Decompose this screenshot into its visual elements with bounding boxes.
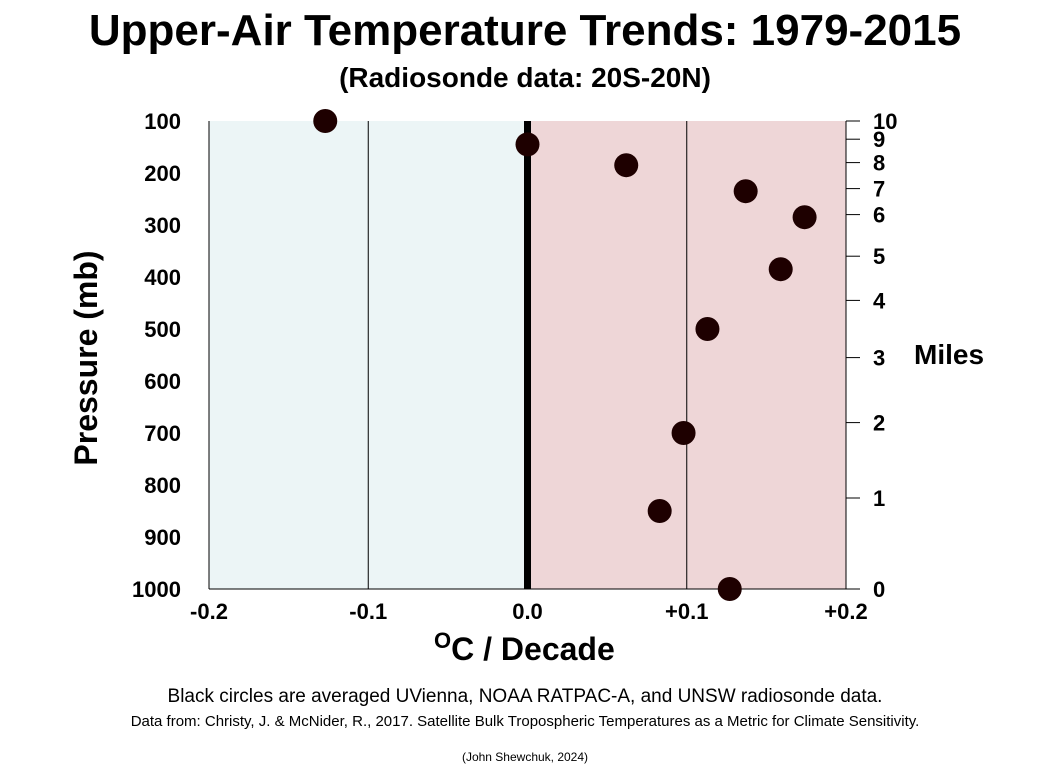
x-axis-label-superscript: O — [434, 628, 451, 653]
credit: (John Shewchuk, 2024) — [461, 750, 589, 764]
x-axis-label-main: C / Decade — [451, 631, 615, 667]
y2-tick-label: 8 — [873, 151, 885, 176]
chart-subtitle: (Radiosonde data: 20S-20N) — [339, 62, 711, 93]
y2-tick-label: 5 — [873, 244, 885, 269]
y-tick-label: 400 — [144, 265, 181, 290]
chart-canvas: -0.2 -0.1 0.0 +0.1 +0.2 10020030040050060070… — [68, 109, 984, 667]
y-tick-label: 600 — [144, 369, 181, 394]
y-tick-label: 200 — [144, 161, 181, 186]
data-point — [671, 421, 696, 445]
y-tick-label: 700 — [144, 421, 181, 446]
y-axis-label: Pressure (mb) — [68, 250, 104, 465]
data-point — [515, 132, 540, 157]
x-tick-label: +0.1 — [665, 599, 708, 624]
y-tick-label: 100 — [144, 109, 181, 134]
data-point — [768, 257, 793, 282]
x-tick-label: 0.0 — [512, 599, 543, 624]
data-point — [717, 577, 742, 601]
chart-title: Upper-Air Temperature Trends: 1979-2015 — [88, 6, 962, 55]
x-axis-label: OC / Decade — [434, 628, 615, 667]
data-point — [614, 153, 639, 178]
y-tick-label: 500 — [144, 317, 181, 342]
y2-tick-label: 4 — [873, 288, 886, 313]
data-point — [313, 109, 338, 133]
y-tick-label: 1000 — [132, 577, 181, 602]
data-point — [733, 179, 758, 204]
y2-tick-label: 6 — [873, 203, 885, 228]
y2-tick-label: 2 — [873, 411, 885, 436]
x-tick-label: -0.1 — [349, 599, 387, 624]
data-point — [792, 205, 817, 230]
y-tick-label: 900 — [144, 525, 181, 550]
y2-tick-label: 9 — [873, 127, 885, 152]
y2-tick-label: 0 — [873, 577, 885, 602]
y2-axis-label: Miles — [914, 339, 984, 370]
y2-tick-label: 10 — [873, 109, 897, 134]
x-tick-label: +0.2 — [824, 599, 867, 624]
data-point — [647, 499, 672, 523]
x-tick-label: -0.2 — [190, 599, 228, 624]
data-point — [695, 317, 720, 341]
footnote-method: Black circles are averaged UVienna, NOAA… — [167, 686, 883, 707]
y2-tick-label: 7 — [873, 177, 885, 202]
y2-tick-label: 1 — [873, 486, 885, 511]
y2-tick-label: 3 — [873, 346, 885, 371]
y-tick-label: 800 — [144, 473, 181, 498]
footnote-source: Data from: Christy, J. & McNider, R., 20… — [130, 713, 920, 730]
y-tick-label: 300 — [144, 213, 181, 238]
